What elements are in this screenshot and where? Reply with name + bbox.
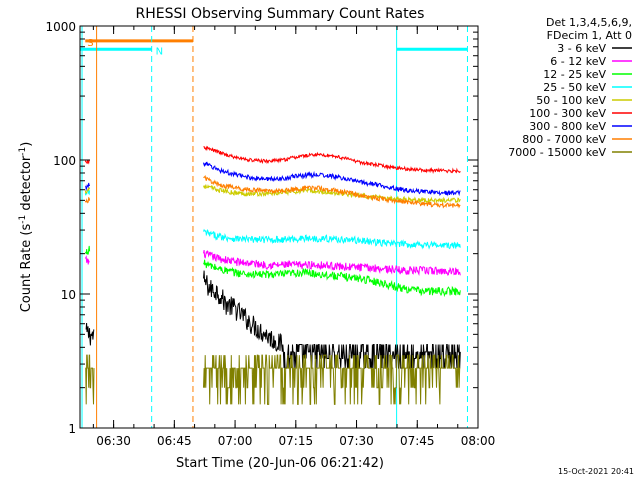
series-line-8-0: [85, 354, 95, 405]
series-line-1-1: [203, 250, 461, 276]
legend-label-7: 800 - 7000 keV: [522, 133, 606, 146]
flag-label-1: N: [156, 46, 163, 57]
legend-label-8: 7000 - 15000 keV: [508, 146, 606, 159]
y-axis-label-sup2: -1: [18, 147, 28, 156]
series-line-0-0: [85, 322, 95, 346]
x-axis-ticks: 06:30 06:45 07:00 07:15 07:30 07:45 08:00: [92, 26, 496, 448]
legend-label-2: 12 - 25 keV: [543, 68, 606, 81]
y-axis-label-part1: Count Rate (s: [19, 224, 34, 313]
y-axis-label-part3: ): [19, 142, 34, 147]
series-line-3-1: [203, 228, 461, 250]
series-line-2-0: [84, 245, 91, 255]
legend: Det 1,3,4,5,6,9, FDecim 1, Att 0 3 - 6 k…: [508, 16, 632, 159]
y-tick-label-3: 1000: [45, 20, 76, 34]
flag-label-0: S: [87, 38, 93, 49]
legend-label-6: 300 - 800 keV: [529, 120, 606, 133]
y-axis-label: Count Rate (s-1 detector-1): [18, 142, 34, 313]
legend-label-4: 50 - 100 keV: [536, 94, 606, 107]
legend-label-5: 100 - 300 keV: [529, 107, 606, 120]
x-tick-label-3: 07:15: [279, 434, 314, 448]
x-axis-label: Start Time (20-Jun-06 06:21:42): [176, 456, 384, 471]
x-tick-label-2: 07:00: [218, 434, 253, 448]
y-tick-label-2: 100: [53, 154, 76, 168]
y-tick-label-0: 1: [68, 422, 76, 436]
series-layer: [84, 145, 461, 405]
x-tick-label-4: 07:30: [339, 434, 374, 448]
x-tick-label-1: 06:45: [157, 434, 192, 448]
series-line-7-1: [203, 174, 461, 209]
legend-header-line2: FDecim 1, Att 0: [547, 29, 632, 42]
series-line-1-0: [84, 255, 90, 265]
series-line-6-0: [85, 182, 91, 192]
chart-title: RHESSI Observing Summary Count Rates: [136, 6, 425, 22]
y-axis-ticks: 1 10 100 1000: [45, 20, 478, 436]
series-line-7-0: [84, 196, 91, 204]
legend-label-1: 6 - 12 keV: [550, 55, 606, 68]
y-axis-label-sup1: -1: [18, 215, 28, 224]
x-tick-label-5: 07:45: [400, 434, 435, 448]
x-tick-label-6: 08:00: [461, 434, 496, 448]
series-line-5-1: [203, 145, 461, 174]
x-tick-label-0: 06:30: [96, 434, 131, 448]
series-line-4-0: [84, 186, 91, 194]
series-line-8-1: [203, 354, 461, 405]
y-tick-label-1: 10: [61, 288, 76, 302]
series-line-6-1: [203, 161, 461, 197]
legend-label-3: 25 - 50 keV: [543, 81, 606, 94]
series-line-2-1: [203, 259, 461, 298]
flag-bars: SN: [80, 38, 468, 57]
plot-frame: [79, 25, 479, 429]
legend-label-0: 3 - 6 keV: [557, 42, 606, 55]
legend-header-line1: Det 1,3,4,5,6,9,: [546, 16, 632, 29]
y-axis-label-part2: detector: [19, 155, 34, 215]
timestamp: 15-Oct-2021 20:41: [558, 467, 634, 476]
series-line-5-0: [84, 159, 90, 165]
